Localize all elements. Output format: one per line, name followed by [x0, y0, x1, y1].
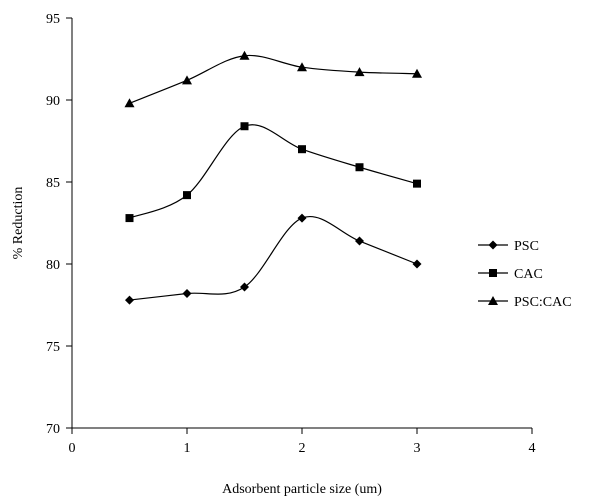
data-point: [240, 282, 249, 292]
x-tick-label: 3: [414, 441, 421, 456]
series-psc: [125, 213, 422, 305]
y-tick-label: 85: [46, 176, 60, 191]
data-point: [182, 75, 192, 85]
legend: PSC CAC PSC:CAC: [478, 239, 572, 310]
data-point: [239, 50, 250, 60]
legend-marker: [488, 296, 498, 305]
data-point: [240, 122, 249, 131]
x-ticks: 0 1 2 3 4: [69, 428, 536, 456]
data-point: [297, 62, 307, 72]
x-axis-title: Adsorbent particle size (um): [222, 482, 382, 497]
data-point: [355, 236, 364, 246]
data-point: [355, 163, 364, 172]
legend-item: PSC: [478, 239, 539, 254]
y-tick-label: 95: [46, 12, 60, 27]
y-tick-label: 70: [46, 422, 60, 437]
series-line: [129, 216, 418, 301]
legend-item: CAC: [478, 267, 543, 282]
data-point: [124, 98, 135, 108]
data-point: [354, 67, 365, 77]
x-tick-label: 1: [184, 441, 191, 456]
y-tick-label: 75: [46, 340, 60, 355]
data-point: [182, 289, 192, 299]
axes: [71, 18, 532, 429]
data-point: [297, 213, 307, 223]
data-point: [412, 68, 422, 78]
y-tick-label: 90: [46, 94, 60, 109]
y-tick-label: 80: [46, 258, 60, 273]
data-point: [125, 295, 134, 305]
legend-marker: [488, 240, 498, 250]
data-point: [412, 259, 422, 269]
y-axis-title: % Reduction: [11, 187, 26, 260]
data-point: [413, 179, 421, 188]
series-cac: [125, 122, 421, 223]
legend-label: PSC: [514, 239, 539, 254]
legend-label: CAC: [514, 267, 543, 282]
series-layer: [124, 50, 422, 305]
legend-item: PSC:CAC: [478, 295, 572, 310]
x-tick-label: 4: [529, 441, 536, 456]
series-line: [129, 54, 418, 104]
x-tick-label: 0: [69, 441, 76, 456]
data-point: [125, 214, 134, 223]
series-line: [129, 124, 418, 219]
legend-marker: [489, 269, 497, 277]
legend-label: PSC:CAC: [514, 295, 572, 310]
series-psc-cac: [124, 50, 422, 108]
data-point: [183, 191, 191, 200]
data-point: [298, 145, 306, 154]
y-ticks: 70 75 80 85 90 95: [46, 12, 72, 437]
x-tick-label: 2: [299, 441, 306, 456]
